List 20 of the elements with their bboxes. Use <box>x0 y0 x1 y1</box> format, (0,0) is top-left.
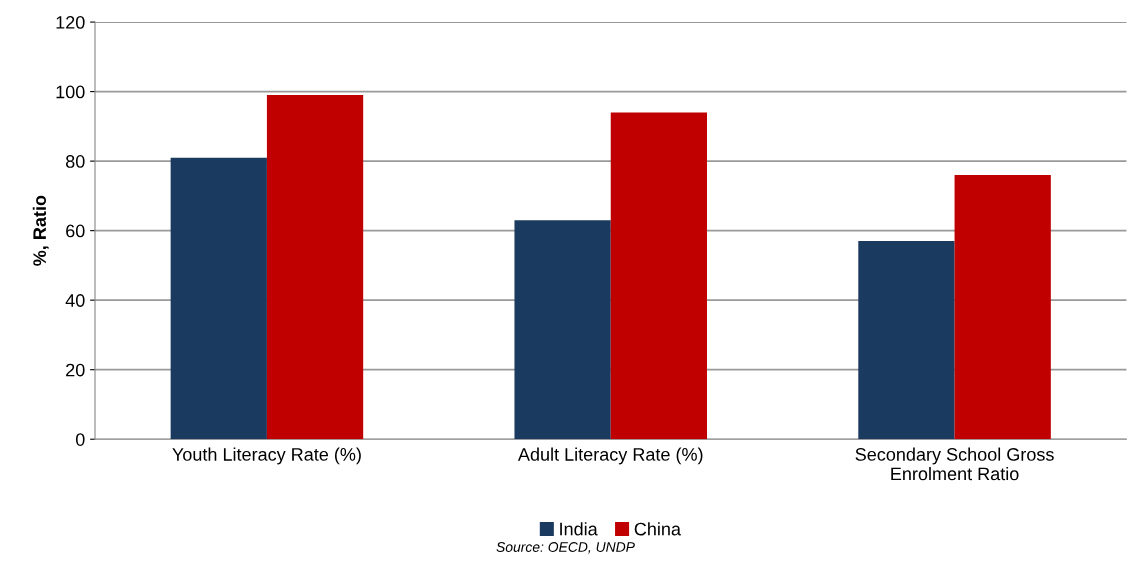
y-tick-label: 40 <box>65 294 85 307</box>
bar <box>514 220 611 440</box>
y-tick-label: 20 <box>66 363 85 377</box>
legend-label: China <box>634 522 681 536</box>
bar <box>266 95 364 440</box>
legend-label: India <box>560 522 598 536</box>
bar <box>170 157 267 440</box>
bar <box>610 112 708 440</box>
y-tick-label: 100 <box>56 85 85 99</box>
y-tick-label: 80 <box>65 155 85 168</box>
y-tick-label: 60 <box>66 224 85 238</box>
y-axis-title: %, Ratio <box>32 195 49 266</box>
y-tick-label: 120 <box>56 16 85 29</box>
bar <box>858 241 955 440</box>
source-note: Source: OECD, UNDP <box>496 542 635 554</box>
x-tick-label: Secondary School Gross Enrolment Ratio <box>855 447 1054 481</box>
bar <box>954 175 1051 440</box>
y-tick-label: 0 <box>75 433 85 446</box>
x-tick-label: Youth Literacy Rate (%) <box>172 447 361 465</box>
x-tick-label: Adult Literacy Rate (%) <box>517 447 703 465</box>
